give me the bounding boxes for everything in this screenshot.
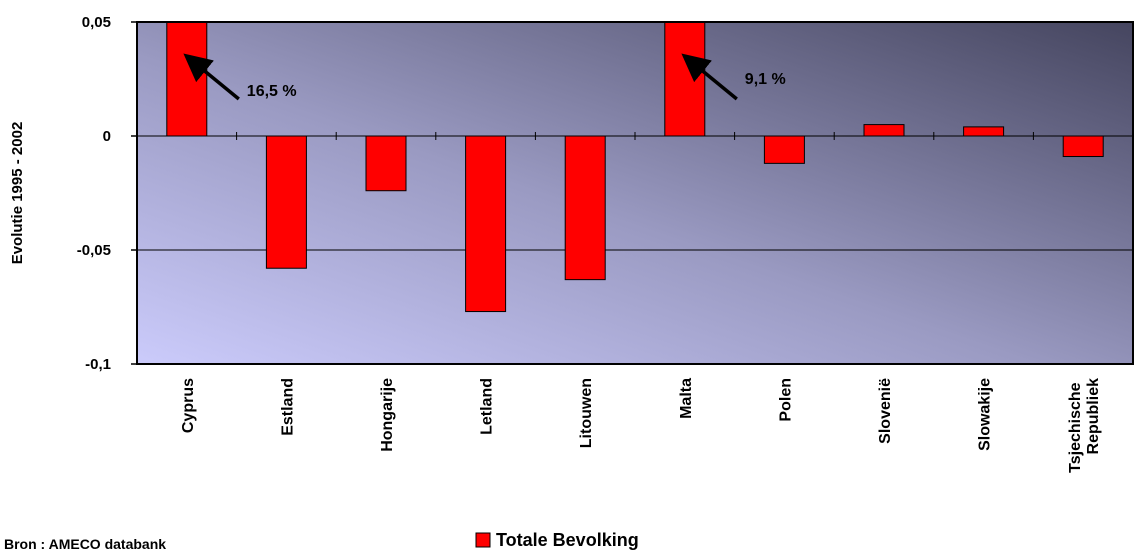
bar — [564, 135, 606, 281]
y-axis-title: Evolutie 1995 - 2002 — [9, 122, 26, 265]
y-tick-label: -0,05 — [77, 242, 111, 259]
x-tick-label: Estland — [279, 378, 296, 436]
x-tick-label: Cyprus — [180, 378, 197, 433]
x-tick-label: Slowakije — [977, 378, 994, 451]
x-tick-label: Polen — [777, 378, 794, 422]
bar — [1062, 135, 1104, 158]
bars — [166, 22, 1104, 313]
bar — [863, 124, 905, 137]
plot-border — [136, 21, 1134, 365]
value-label: 9,1 % — [745, 71, 786, 88]
source: Bron : AMECO databank — [4, 536, 166, 551]
bar — [365, 135, 407, 192]
bar — [763, 135, 805, 164]
x-tick-label: Malta — [678, 378, 695, 419]
bar — [465, 135, 507, 313]
x-tick-label: Slovenië — [877, 378, 894, 444]
x-tick-label: Litouwen — [578, 378, 595, 448]
legend-swatch — [475, 532, 491, 548]
y-tick-label: -0,1 — [85, 356, 111, 373]
y-tick-label: 0 — [103, 128, 111, 145]
x-tick-label: Tsjechische Republiek — [1067, 378, 1102, 473]
legend-label: Totale Bevolking — [496, 530, 639, 550]
bar — [265, 135, 307, 269]
annotation-arrow — [681, 53, 738, 101]
x-tick-label: Letland — [479, 378, 496, 435]
value-label: 16,5 % — [247, 83, 297, 100]
y-tick-label: 0,05 — [82, 14, 111, 31]
annotation-arrow — [183, 53, 240, 101]
x-tick-label: Hongarije — [379, 378, 396, 452]
bar — [963, 126, 1005, 137]
